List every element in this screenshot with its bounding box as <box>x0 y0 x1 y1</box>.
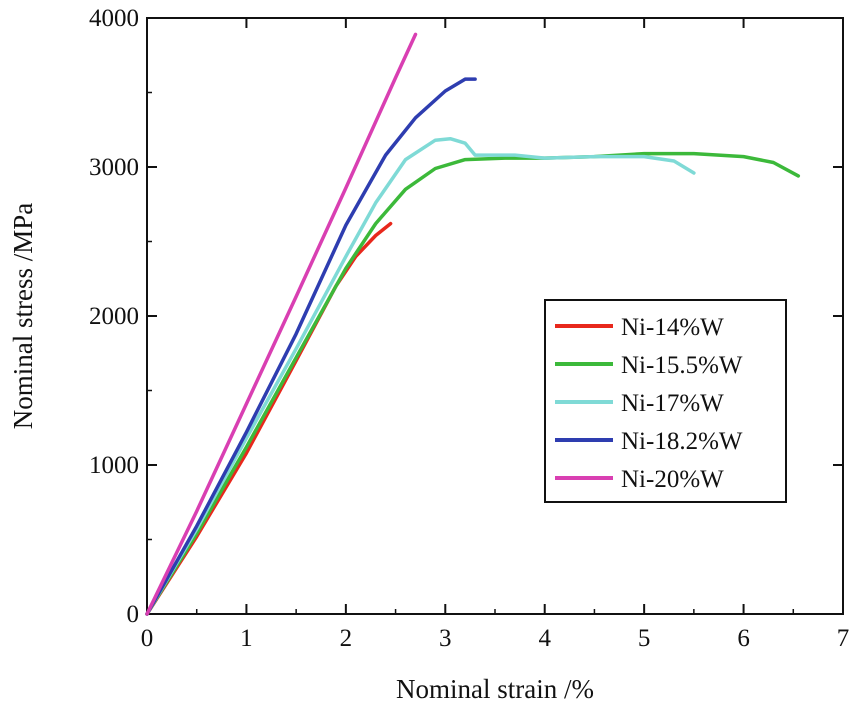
x-tick-label: 4 <box>538 625 551 652</box>
series-line-ni-20-w <box>145 32 418 616</box>
x-tick-label: 7 <box>837 625 850 652</box>
x-tick-label: 1 <box>240 625 253 652</box>
x-axis-title: Nominal strain /% <box>396 674 594 704</box>
series-line-ni-18-2-w <box>145 77 477 616</box>
x-tick-label: 6 <box>737 625 750 652</box>
series-line-ni-15-5-w <box>145 151 801 616</box>
x-tick-label: 2 <box>340 625 353 652</box>
series-line-ni-17-w <box>145 136 696 616</box>
y-tick-label: 4000 <box>89 5 139 32</box>
legend: Ni-14%W Ni-15.5%W Ni-17%W Ni-18.2%W Ni-20%W <box>544 299 787 503</box>
x-axis: 0 1 2 3 4 5 6 7 <box>141 18 850 652</box>
y-tick-label: 1000 <box>89 452 139 479</box>
legend-label: Ni-15.5%W <box>621 352 743 379</box>
y-tick-label: 3000 <box>89 154 139 181</box>
y-tick-label: 2000 <box>89 303 139 330</box>
y-axis-title: Nominal stress /MPa <box>8 203 38 430</box>
x-tick-label: 5 <box>638 625 651 652</box>
series-lines <box>145 32 801 616</box>
legend-label: Ni-20%W <box>621 466 724 493</box>
x-tick-label: 0 <box>141 625 154 652</box>
legend-label: Ni-14%W <box>621 314 724 341</box>
x-tick-label: 3 <box>439 625 452 652</box>
legend-label: Ni-18.2%W <box>621 428 743 455</box>
legend-label: Ni-17%W <box>621 390 724 417</box>
y-tick-label: 0 <box>127 601 140 628</box>
y-axis: 0 1000 2000 3000 4000 <box>89 5 843 628</box>
